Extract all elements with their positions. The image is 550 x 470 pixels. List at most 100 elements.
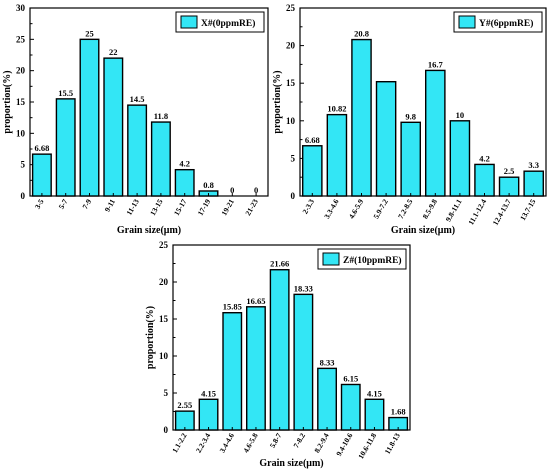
x-tick-label: 13.7-15 — [518, 197, 537, 222]
x-tick-label: 3.4-4.6 — [218, 431, 237, 454]
x-tick-label: 1.1-2.2 — [170, 431, 189, 454]
value-label: 14.5 — [130, 94, 145, 104]
value-label: 20.8 — [354, 29, 369, 39]
y-tick-label: 15 — [159, 314, 169, 324]
x-tick-label: 15-17 — [172, 197, 189, 217]
value-label: 8.33 — [320, 357, 335, 367]
value-label: 0 — [230, 185, 234, 195]
y-tick-label: 20 — [286, 41, 296, 51]
y-tick-label: 15 — [286, 78, 296, 88]
bar — [340, 383, 361, 431]
x-axis-title: Grain size(μm) — [259, 458, 323, 469]
y-axis-title: proportion(%) — [272, 70, 283, 133]
x-tick-label: 5.9-7.2 — [371, 197, 390, 220]
value-label: 25 — [85, 28, 94, 38]
x-tick-label: 7-8.2 — [291, 431, 307, 449]
chart-panel-1: 0 5 10 15 20 25 30 6.68 3-5 15.5 5-7 25 7-9 22 9-11 14.… — [2, 3, 269, 236]
value-label: 10.82 — [327, 104, 346, 114]
x-tick-label: 4.6-5.9 — [347, 197, 366, 220]
y-tick-label: 0 — [164, 425, 169, 435]
legend-label: X#(0ppmRE) — [201, 18, 255, 29]
x-tick-label: 3-5 — [33, 197, 46, 210]
x-tick-label: 21-23 — [243, 197, 260, 217]
y-tick-label: 0 — [291, 191, 296, 201]
x-tick-label: 8.5-9.8 — [421, 197, 440, 220]
y-axis-title: proportion(%) — [145, 306, 156, 369]
x-tick-label: 5-7 — [57, 197, 70, 210]
value-label: 2.55 — [177, 400, 192, 410]
value-label: 4.2 — [479, 153, 490, 163]
bar — [79, 38, 100, 197]
y-tick-label: 20 — [159, 277, 169, 287]
y-tick-label: 25 — [286, 3, 296, 13]
y-tick-label: 0 — [21, 191, 26, 201]
bar — [222, 312, 243, 431]
bar — [293, 293, 314, 431]
bar — [150, 121, 171, 197]
y-tick-label: 30 — [16, 3, 26, 13]
bar — [127, 104, 148, 197]
legend-label: Z#(10ppmRE) — [343, 255, 402, 266]
legend-swatch — [180, 15, 198, 29]
value-label: 0 — [254, 185, 258, 195]
x-tick-label: 13-15 — [148, 197, 165, 217]
x-tick-label: 8.2-9.4 — [312, 431, 331, 454]
y-tick-label: 10 — [286, 116, 296, 126]
legend: Y#(6ppmRE) — [453, 11, 543, 33]
x-tick-label: 10.6-11.8 — [356, 431, 378, 460]
x-tick-label: 11-13 — [124, 197, 140, 217]
y-tick-label: 10 — [16, 128, 26, 138]
x-tick-label: 7.2-8.5 — [396, 197, 415, 220]
y-tick-label: 5 — [164, 388, 169, 398]
legend-box — [317, 248, 407, 270]
bar — [198, 398, 219, 431]
y-tick-label: 5 — [291, 153, 296, 163]
bar — [375, 80, 397, 197]
x-tick-label: 7-9 — [80, 197, 93, 210]
x-tick-label: 2-3.3 — [300, 197, 316, 215]
x-axis-title: Grain size(μm) — [117, 225, 181, 236]
legend-swatch — [322, 252, 340, 266]
x-tick-label: 19-21 — [219, 197, 236, 217]
value-label: 4.2 — [179, 159, 190, 169]
value-label: 22 — [109, 47, 118, 57]
bar — [400, 121, 421, 197]
bar — [103, 57, 124, 197]
value-label: 6.68 — [34, 143, 49, 153]
bar — [317, 367, 337, 431]
value-label: 15.5 — [58, 88, 73, 98]
x-tick-label: 12.4-13.7 — [491, 197, 513, 227]
x-tick-label: 11.1-12.4 — [466, 197, 488, 226]
y-tick-label: 15 — [16, 97, 26, 107]
value-label: 16.65 — [246, 296, 265, 306]
y-tick-label: 5 — [21, 160, 26, 170]
value-label: 9.8 — [405, 111, 416, 121]
bar — [425, 69, 446, 197]
x-tick-label: 9.4-10.6 — [334, 431, 354, 457]
value-label: 10 — [456, 110, 465, 120]
x-tick-label: 2.2-3.4 — [194, 431, 213, 454]
value-label: 18.33 — [294, 283, 313, 293]
legend-label: Y#(6ppmRE) — [479, 18, 533, 29]
value-label: 15.85 — [223, 302, 242, 312]
value-label: 2.5 — [504, 166, 515, 176]
y-tick-label: 25 — [16, 34, 26, 44]
value-label: 16.7 — [428, 59, 444, 69]
bar — [55, 98, 76, 197]
value-label: 6.68 — [305, 135, 320, 145]
legend: X#(0ppmRE) — [175, 11, 265, 33]
bar — [326, 113, 348, 197]
bar — [302, 145, 323, 197]
y-axis-title: proportion(%) — [2, 70, 13, 133]
value-label: 4.15 — [201, 388, 216, 398]
bar — [351, 38, 372, 197]
bar — [449, 120, 471, 197]
legend-box — [175, 11, 265, 33]
x-tick-label: 9.8-11.1 — [444, 197, 464, 223]
legend-swatch — [458, 15, 476, 29]
value-label: 1.68 — [391, 407, 406, 417]
x-axis-title: Grain size(μm) — [391, 225, 455, 236]
value-label: 21.66 — [270, 259, 289, 269]
chart-panel-2: 0 5 10 15 20 25 6.68 2-3.3 10.82 3.3-4.6 20.8 4.6-5… — [272, 3, 547, 236]
